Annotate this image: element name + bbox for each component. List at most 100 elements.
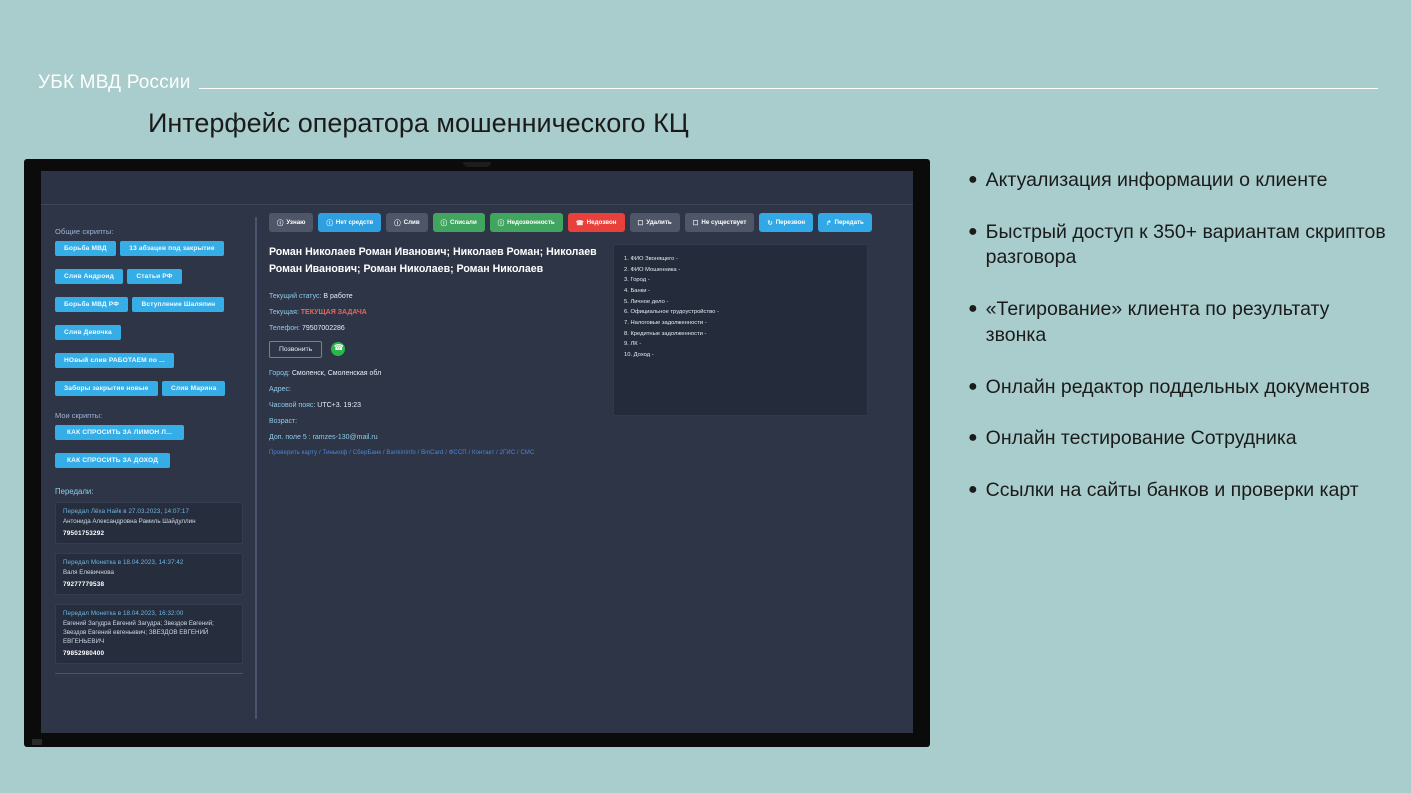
main-panel: ⓘ Узнаю ⓘ Нет средств ⓘ Слив ⓘ — [265, 205, 913, 733]
field-value: UTC+3. 19:23 — [317, 401, 362, 409]
field-age: Возраст: — [269, 418, 599, 425]
bullet-text: Ссылки на сайты банков и проверки карт — [985, 479, 1359, 502]
transfers-label: Передали: — [55, 487, 94, 496]
phone-icon: ☎ — [575, 219, 584, 227]
tag-label: Передать — [834, 219, 864, 226]
transfer-card[interactable]: Передал Монетка в 18.04.2023, 14:37:42 В… — [55, 552, 243, 595]
note-line: 8. Кредитные задолженности - — [624, 330, 707, 337]
field-label: Текущая: — [269, 308, 299, 316]
bullet-item: ● Быстрый доступ к 350+ вариантам скрипт… — [968, 220, 1388, 271]
script-button[interactable]: 13 абзацев под закрытие — [120, 241, 224, 256]
notes-panel[interactable]: 1. ФИО Звонящего - 2. ФИО Мошенника - 3.… — [613, 244, 868, 416]
tag-button-callback[interactable]: ↻ Перезвон — [759, 213, 814, 232]
field-extra: Доп. поле 5 : ramzes-130@mail.ru — [269, 434, 599, 441]
transfer-header: Передал Монетка в 18.04.2023, 14:37:42 — [63, 558, 184, 566]
field-value: Доп. поле 5 : ramzes-130@mail.ru — [269, 433, 378, 441]
field-label: Часовой пояс: — [269, 401, 316, 409]
monitor-notch — [463, 162, 491, 167]
tag-button-transfer[interactable]: ↱ Передать — [818, 213, 872, 232]
note-line: 9. ЛК - — [624, 341, 642, 348]
bullet-item: ● «Тегирование» клиента по результату зв… — [968, 297, 1388, 348]
script-button[interactable]: Борьба МВД РФ — [55, 297, 129, 312]
script-button[interactable]: Вступление Шаляпин — [132, 297, 225, 312]
transfer-names: Валя Елевичнова — [63, 568, 114, 576]
tag-button-delete[interactable]: ☐ Удалить — [629, 213, 680, 232]
note-line: 3. Город - — [624, 277, 650, 284]
my-scripts-list: КАК СПРОСИТЬ ЗА ЛИМОН Л... КАК СПРОСИТЬ … — [55, 425, 243, 481]
call-row: Позвонить — [269, 340, 599, 358]
my-scripts-label: Мои скрипты: — [55, 411, 103, 420]
tag-label: Нет средств — [335, 219, 374, 226]
tag-button-not-exists[interactable]: ☐ Не существует — [684, 213, 755, 232]
transfer-card[interactable]: Передал Монетка в 18.04.2023, 16:32:00 Е… — [55, 603, 243, 664]
external-links[interactable]: Проверить карту / Тинькоф / СберБанк / B… — [269, 449, 535, 456]
field-timezone: Часовой пояс: UTC+3. 19:23 — [269, 402, 599, 409]
transfer-card[interactable]: Передал Лёха Найк в 27.03.2023, 14:07:17… — [55, 502, 243, 544]
my-script-button[interactable]: КАК СПРОСИТЬ ЗА ЛИМОН Л... — [55, 425, 185, 440]
header-rule — [198, 88, 1378, 89]
transfer-header: Передал Монетка в 18.04.2023, 16:32:00 — [63, 609, 184, 617]
scripts-sidebar[interactable]: Общие скрипты: Борьба МВД 13 абзацев под… — [41, 205, 253, 733]
tag-label: Слив — [403, 219, 420, 226]
field-value: Смоленск, Смоленская обл — [291, 369, 382, 377]
tag-label: Не существует — [701, 219, 747, 226]
note-line: 7. Налоговые задолженности - — [624, 319, 707, 326]
script-button[interactable]: Слив Марина — [161, 381, 226, 396]
tag-button-sliv[interactable]: ⓘ Слив — [386, 213, 428, 232]
script-button[interactable]: НОвый слив РАБОТАЕМ по ... — [55, 353, 175, 368]
note-line: 6. Официальное трудоустройство - — [624, 309, 719, 316]
phone-off-icon: ☐ — [692, 219, 699, 227]
clock-icon: ⓘ — [394, 220, 401, 227]
tag-label: Недозвон — [586, 219, 617, 226]
slide-header: УБК МВД России — [38, 64, 1378, 94]
script-button[interactable]: Заборы закрытие новые — [55, 381, 158, 396]
bullet-item: ● Онлайн редактор поддельных документов — [968, 375, 1388, 401]
status-tag-bar: ⓘ Узнаю ⓘ Нет средств ⓘ Слив ⓘ — [269, 213, 903, 232]
script-button[interactable]: Статьи РФ — [127, 269, 182, 284]
monitor-foot — [32, 739, 42, 745]
bullet-text: Онлайн редактор поддельных документов — [985, 375, 1370, 398]
bullet-dot-icon: ● — [968, 222, 978, 240]
app-body: Общие скрипты: Борьба МВД 13 абзацев под… — [41, 205, 913, 733]
bullet-item: ● Ссылки на сайты банков и проверки карт — [968, 478, 1388, 504]
bullet-item: ● Актуализация информации о клиенте — [968, 168, 1388, 194]
script-button[interactable]: Борьба МВД — [55, 241, 116, 256]
note-line: 4. Банки - — [624, 287, 650, 294]
bullet-text: Быстрый доступ к 350+ вариантам скриптов… — [985, 220, 1386, 269]
share-icon: ↱ — [826, 219, 832, 227]
dollar-icon: ⓘ — [440, 220, 448, 227]
organization-name: УБК МВД России — [38, 72, 191, 93]
tag-button-net-sredstv[interactable]: ⓘ Нет средств — [318, 213, 382, 232]
common-scripts-list: Борьба МВД 13 абзацев под закрытие Слив … — [55, 241, 243, 409]
bullet-dot-icon: ● — [968, 300, 978, 318]
client-name: Роман Николаев Роман Иванович; Николаев … — [269, 246, 597, 276]
call-button[interactable]: Позвонить — [269, 340, 323, 358]
field-status: Текущий статус: В работе — [269, 293, 599, 300]
my-script-button[interactable]: КАК СПРОСИТЬ ЗА ДОХОД — [55, 453, 171, 468]
common-scripts-label: Общие скрипты: — [55, 227, 114, 236]
note-line: 5. Личное дело - — [624, 298, 669, 305]
bullet-text: Актуализация информации о клиенте — [985, 169, 1328, 191]
tag-button-spisali[interactable]: ⓘ Списали — [432, 213, 485, 232]
script-button[interactable]: Слив Андроид — [55, 269, 123, 284]
transfer-phone: 79277779538 — [63, 580, 105, 588]
tag-button-nedozvon[interactable]: ☎ Недозвон — [567, 213, 625, 232]
tag-button-nedozvonnost[interactable]: ⓘ Недозвонность — [489, 213, 563, 232]
tag-label: Узнаю — [286, 219, 306, 226]
note-line: 1. ФИО Звонящего - — [624, 256, 678, 262]
whatsapp-icon[interactable] — [331, 342, 346, 357]
transfer-names: Евгений Загудра Евгений Загудра; Звездов… — [63, 619, 214, 645]
tag-button-uznayu[interactable]: ⓘ Узнаю — [269, 213, 314, 232]
sidebar-divider — [55, 672, 243, 674]
field-phone: Телефон: 79507002286 — [269, 325, 599, 332]
trash-icon: ☐ — [637, 219, 644, 227]
monitor-frame: Общие скрипты: Борьба МВД 13 абзацев под… — [24, 159, 930, 747]
field-label: Город: — [269, 369, 290, 377]
script-button[interactable]: Слив Девочка — [55, 325, 121, 340]
bullet-dot-icon: ● — [968, 429, 978, 447]
bullet-item: ● Онлайн тестирование Сотрудника — [968, 426, 1388, 452]
page-title: Интерфейс оператора мошеннического КЦ — [148, 108, 689, 138]
field-label: Возраст: — [269, 417, 298, 425]
bullet-text: «Тегирование» клиента по результату звон… — [985, 298, 1330, 346]
